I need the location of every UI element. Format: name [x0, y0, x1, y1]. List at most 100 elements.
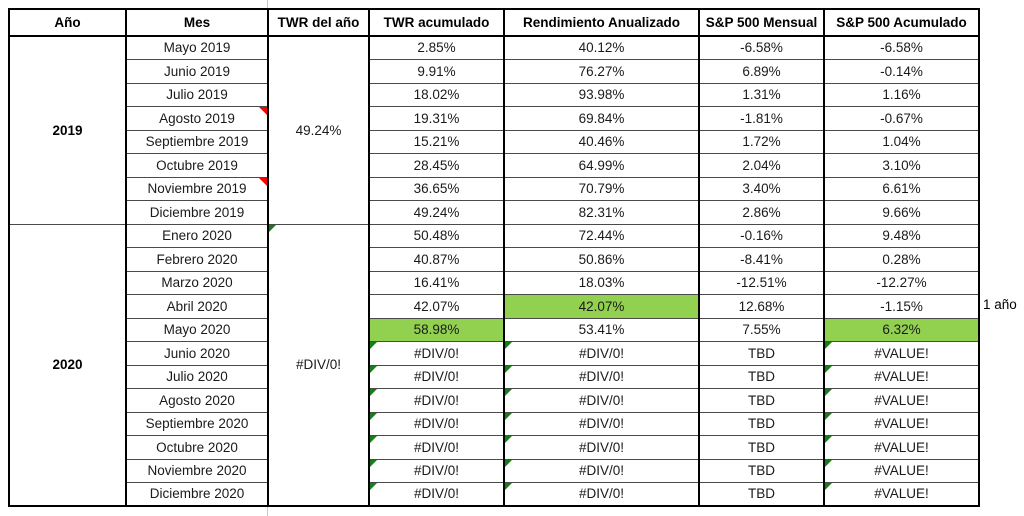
column-header-twr-acumulado[interactable]: TWR acumulado: [368, 8, 505, 37]
cell-sp500-mensual[interactable]: 1.72%: [698, 129, 825, 154]
period-annotation-label[interactable]: 1 año: [983, 296, 1017, 312]
cell-sp500-mensual[interactable]: TBD: [698, 388, 825, 413]
cell-rendimiento-anualizado[interactable]: #DIV/0!: [503, 435, 700, 460]
cell-rendimiento-anualizado[interactable]: #DIV/0!: [503, 458, 700, 483]
cell-sp500-mensual[interactable]: 1.31%: [698, 82, 825, 107]
month-cell[interactable]: Junio 2020: [125, 341, 269, 366]
cell-rendimiento-anualizado[interactable]: 42.07%: [503, 294, 700, 319]
cell-sp500-acumulado[interactable]: 1.04%: [823, 129, 980, 154]
cell-sp500-acumulado[interactable]: 9.48%: [823, 223, 980, 248]
cell-sp500-mensual[interactable]: 3.40%: [698, 176, 825, 201]
month-cell[interactable]: Noviembre 2020: [125, 458, 269, 483]
month-cell[interactable]: Junio 2019: [125, 59, 269, 84]
cell-rendimiento-anualizado[interactable]: #DIV/0!: [503, 388, 700, 413]
cell-twr-acumulado[interactable]: #DIV/0!: [368, 364, 505, 389]
cell-sp500-acumulado[interactable]: 3.10%: [823, 153, 980, 178]
cell-sp500-mensual[interactable]: TBD: [698, 435, 825, 460]
cell-sp500-mensual[interactable]: TBD: [698, 364, 825, 389]
cell-twr-acumulado[interactable]: 2.85%: [368, 35, 505, 60]
cell-twr-acumulado[interactable]: #DIV/0!: [368, 341, 505, 366]
month-cell[interactable]: Julio 2019: [125, 82, 269, 107]
cell-rendimiento-anualizado[interactable]: 40.12%: [503, 35, 700, 60]
cell-sp500-mensual[interactable]: -1.81%: [698, 106, 825, 131]
cell-sp500-acumulado[interactable]: #VALUE!: [823, 482, 980, 507]
column-header-ano[interactable]: Año: [8, 8, 127, 37]
cell-twr-acumulado[interactable]: 50.48%: [368, 223, 505, 248]
cell-rendimiento-anualizado[interactable]: 40.46%: [503, 129, 700, 154]
year-cell[interactable]: 2020: [8, 223, 127, 507]
cell-rendimiento-anualizado[interactable]: 69.84%: [503, 106, 700, 131]
cell-rendimiento-anualizado[interactable]: 76.27%: [503, 59, 700, 84]
cell-sp500-acumulado[interactable]: #VALUE!: [823, 458, 980, 483]
cell-twr-acumulado[interactable]: #DIV/0!: [368, 435, 505, 460]
month-cell[interactable]: Septiembre 2019: [125, 129, 269, 154]
cell-rendimiento-anualizado[interactable]: #DIV/0!: [503, 411, 700, 436]
twr-del-ano-cell[interactable]: 49.24%: [267, 35, 370, 225]
cell-twr-acumulado[interactable]: 49.24%: [368, 200, 505, 225]
column-header-rendimiento-anualizado[interactable]: Rendimiento Anualizado: [503, 8, 700, 37]
cell-sp500-mensual[interactable]: -0.16%: [698, 223, 825, 248]
cell-sp500-mensual[interactable]: 12.68%: [698, 294, 825, 319]
month-cell[interactable]: Septiembre 2020: [125, 411, 269, 436]
month-cell[interactable]: Marzo 2020: [125, 270, 269, 295]
cell-rendimiento-anualizado[interactable]: 64.99%: [503, 153, 700, 178]
cell-sp500-acumulado[interactable]: -0.14%: [823, 59, 980, 84]
cell-twr-acumulado[interactable]: 42.07%: [368, 294, 505, 319]
month-cell[interactable]: Diciembre 2020: [125, 482, 269, 507]
cell-twr-acumulado[interactable]: #DIV/0!: [368, 458, 505, 483]
cell-rendimiento-anualizado[interactable]: 93.98%: [503, 82, 700, 107]
column-header-sp500-mensual[interactable]: S&P 500 Mensual: [698, 8, 825, 37]
year-cell[interactable]: 2019: [8, 35, 127, 225]
column-header-twr-del-ano[interactable]: TWR del año: [267, 8, 370, 37]
column-header-mes[interactable]: Mes: [125, 8, 269, 37]
cell-sp500-acumulado[interactable]: 1.16%: [823, 82, 980, 107]
cell-sp500-acumulado[interactable]: -0.67%: [823, 106, 980, 131]
cell-twr-acumulado[interactable]: 9.91%: [368, 59, 505, 84]
cell-twr-acumulado[interactable]: 15.21%: [368, 129, 505, 154]
cell-rendimiento-anualizado[interactable]: #DIV/0!: [503, 341, 700, 366]
month-cell[interactable]: Mayo 2019: [125, 35, 269, 60]
cell-rendimiento-anualizado[interactable]: 50.86%: [503, 247, 700, 272]
cell-sp500-acumulado[interactable]: #VALUE!: [823, 364, 980, 389]
cell-rendimiento-anualizado[interactable]: 72.44%: [503, 223, 700, 248]
cell-sp500-mensual[interactable]: 6.89%: [698, 59, 825, 84]
cell-twr-acumulado[interactable]: #DIV/0!: [368, 388, 505, 413]
cell-sp500-acumulado[interactable]: -1.15%: [823, 294, 980, 319]
cell-twr-acumulado[interactable]: 36.65%: [368, 176, 505, 201]
column-header-sp500-acumulado[interactable]: S&P 500 Acumulado: [823, 8, 980, 37]
month-cell[interactable]: Mayo 2020: [125, 317, 269, 342]
cell-sp500-acumulado[interactable]: #VALUE!: [823, 435, 980, 460]
month-cell[interactable]: Diciembre 2019: [125, 200, 269, 225]
month-cell[interactable]: Abril 2020: [125, 294, 269, 319]
cell-sp500-acumulado[interactable]: 0.28%: [823, 247, 980, 272]
cell-sp500-acumulado[interactable]: #VALUE!: [823, 341, 980, 366]
cell-sp500-mensual[interactable]: TBD: [698, 482, 825, 507]
cell-sp500-mensual[interactable]: TBD: [698, 411, 825, 436]
cell-sp500-acumulado[interactable]: 6.32%: [823, 317, 980, 342]
cell-twr-acumulado[interactable]: 40.87%: [368, 247, 505, 272]
cell-twr-acumulado[interactable]: 16.41%: [368, 270, 505, 295]
cell-twr-acumulado[interactable]: 58.98%: [368, 317, 505, 342]
cell-rendimiento-anualizado[interactable]: 82.31%: [503, 200, 700, 225]
cell-rendimiento-anualizado[interactable]: #DIV/0!: [503, 364, 700, 389]
cell-sp500-acumulado[interactable]: 9.66%: [823, 200, 980, 225]
cell-sp500-acumulado[interactable]: -12.27%: [823, 270, 980, 295]
cell-rendimiento-anualizado[interactable]: 70.79%: [503, 176, 700, 201]
cell-sp500-mensual[interactable]: 7.55%: [698, 317, 825, 342]
cell-sp500-acumulado[interactable]: #VALUE!: [823, 411, 980, 436]
cell-sp500-mensual[interactable]: 2.86%: [698, 200, 825, 225]
cell-sp500-acumulado[interactable]: #VALUE!: [823, 388, 980, 413]
month-cell[interactable]: Octubre 2020: [125, 435, 269, 460]
cell-twr-acumulado[interactable]: 18.02%: [368, 82, 505, 107]
month-cell[interactable]: Febrero 2020: [125, 247, 269, 272]
month-cell[interactable]: Enero 2020: [125, 223, 269, 248]
cell-sp500-acumulado[interactable]: 6.61%: [823, 176, 980, 201]
month-cell[interactable]: Agosto 2019: [125, 106, 269, 131]
cell-sp500-mensual[interactable]: TBD: [698, 458, 825, 483]
month-cell[interactable]: Noviembre 2019: [125, 176, 269, 201]
cell-sp500-acumulado[interactable]: -6.58%: [823, 35, 980, 60]
cell-sp500-mensual[interactable]: -12.51%: [698, 270, 825, 295]
cell-twr-acumulado[interactable]: 19.31%: [368, 106, 505, 131]
month-cell[interactable]: Agosto 2020: [125, 388, 269, 413]
cell-sp500-mensual[interactable]: TBD: [698, 341, 825, 366]
